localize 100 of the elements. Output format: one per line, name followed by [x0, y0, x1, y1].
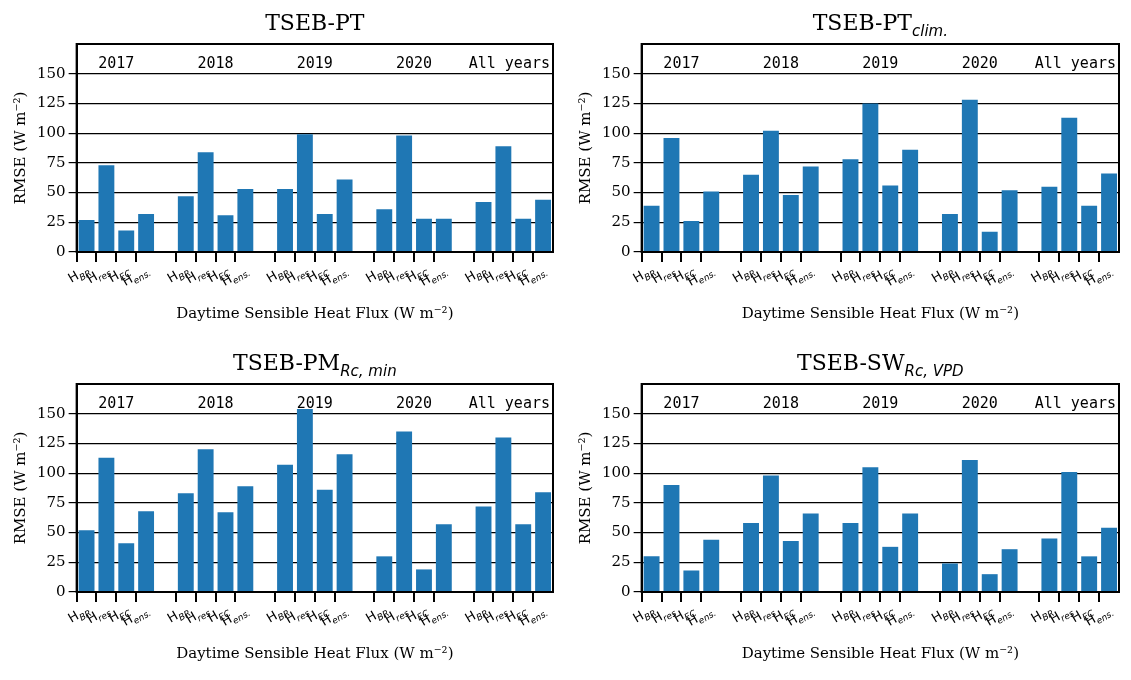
bar [1101, 527, 1118, 592]
bar [703, 191, 720, 252]
y-tick-label: 0 [621, 241, 631, 260]
y-tick-label: 25 [611, 212, 631, 231]
bar [902, 513, 919, 592]
bar [842, 159, 859, 252]
annotation: 2018 [197, 54, 234, 72]
bar [1001, 549, 1018, 592]
y-tick-label: 25 [46, 552, 66, 571]
x-axis-title: Daytime Sensible Heat Flux (W m⁻²) [176, 644, 454, 662]
y-tick-label: 100 [36, 123, 66, 142]
bar [475, 202, 492, 252]
annotation: 2018 [762, 394, 799, 412]
bar [1001, 190, 1018, 252]
annotation: 2020 [396, 394, 433, 412]
bar [118, 230, 135, 252]
annotation: 2018 [197, 394, 234, 412]
annotation: All years [1034, 54, 1116, 72]
bar [882, 546, 899, 592]
y-tick-label: 150 [36, 403, 66, 422]
bar [902, 149, 919, 252]
y-tick-label: 75 [46, 152, 66, 171]
bar [1081, 556, 1098, 592]
annotation: 2020 [961, 394, 998, 412]
y-tick-label: 100 [601, 123, 631, 142]
bar [376, 556, 393, 592]
bar [762, 130, 779, 252]
bar [197, 449, 214, 592]
bar [336, 454, 353, 592]
y-tick-label: 50 [46, 522, 66, 541]
bar [396, 431, 413, 592]
annotation: All years [468, 54, 550, 72]
bar [1061, 117, 1078, 252]
y-tick-label: 0 [56, 581, 66, 600]
bar [416, 218, 432, 252]
annotation: 2020 [961, 54, 998, 72]
bar [277, 189, 293, 252]
bar [1081, 205, 1098, 252]
bar [683, 221, 700, 252]
bar [703, 539, 720, 592]
y-tick-label: 125 [601, 93, 631, 112]
bar [1041, 186, 1058, 252]
annotation: 2019 [296, 394, 333, 412]
bar [862, 103, 879, 252]
bar [495, 146, 512, 252]
x-axis-title: Daytime Sensible Heat Flux (W m⁻²) [741, 304, 1019, 322]
bar [98, 457, 115, 592]
bar [376, 209, 393, 252]
bar [683, 570, 700, 592]
annotation: All years [1034, 394, 1116, 412]
bar [1041, 538, 1058, 592]
bar [277, 464, 293, 592]
y-tick-label: 150 [601, 403, 631, 422]
bar [643, 556, 660, 592]
y-tick-label: 150 [36, 63, 66, 82]
y-axis-title: RMSE (W m⁻²) [10, 91, 29, 205]
bar [416, 569, 432, 592]
y-tick-label: 25 [46, 212, 66, 231]
bar [495, 437, 512, 592]
bar [961, 99, 978, 252]
annotation: 2020 [396, 54, 433, 72]
bar [535, 199, 552, 252]
bar [941, 213, 958, 252]
bar [961, 460, 978, 592]
bar [435, 524, 452, 592]
annotation: 2017 [663, 394, 700, 412]
bar [515, 524, 532, 592]
bar [118, 543, 135, 592]
bar [316, 489, 333, 592]
bar [217, 512, 234, 592]
bar [743, 174, 759, 252]
annotation: 2018 [762, 54, 799, 72]
y-axis-title: RMSE (W m⁻²) [575, 91, 594, 205]
bar [435, 218, 452, 252]
bar [217, 215, 234, 252]
bar [177, 196, 194, 252]
bar [743, 523, 759, 592]
y-tick-label: 125 [36, 433, 66, 452]
bar [663, 137, 680, 252]
chart-title: TSEB-PT [265, 10, 365, 35]
y-tick-label: 25 [611, 552, 631, 571]
bar [98, 165, 115, 252]
bar [1101, 173, 1118, 252]
y-tick-label: 150 [601, 63, 631, 82]
annotation: All years [468, 394, 550, 412]
annotation: 2017 [663, 54, 700, 72]
bar [138, 213, 155, 252]
bar [802, 166, 819, 252]
x-axis-title: Daytime Sensible Heat Flux (W m⁻²) [176, 304, 454, 322]
bar [475, 506, 492, 592]
annotation: 2017 [98, 394, 135, 412]
bar [882, 185, 899, 252]
bar [663, 485, 680, 592]
y-tick-label: 0 [621, 581, 631, 600]
bar [296, 134, 313, 252]
bar [762, 475, 779, 592]
annotation: 2019 [296, 54, 333, 72]
y-tick-label: 125 [36, 93, 66, 112]
y-tick-label: 100 [601, 463, 631, 482]
bar [78, 530, 95, 592]
